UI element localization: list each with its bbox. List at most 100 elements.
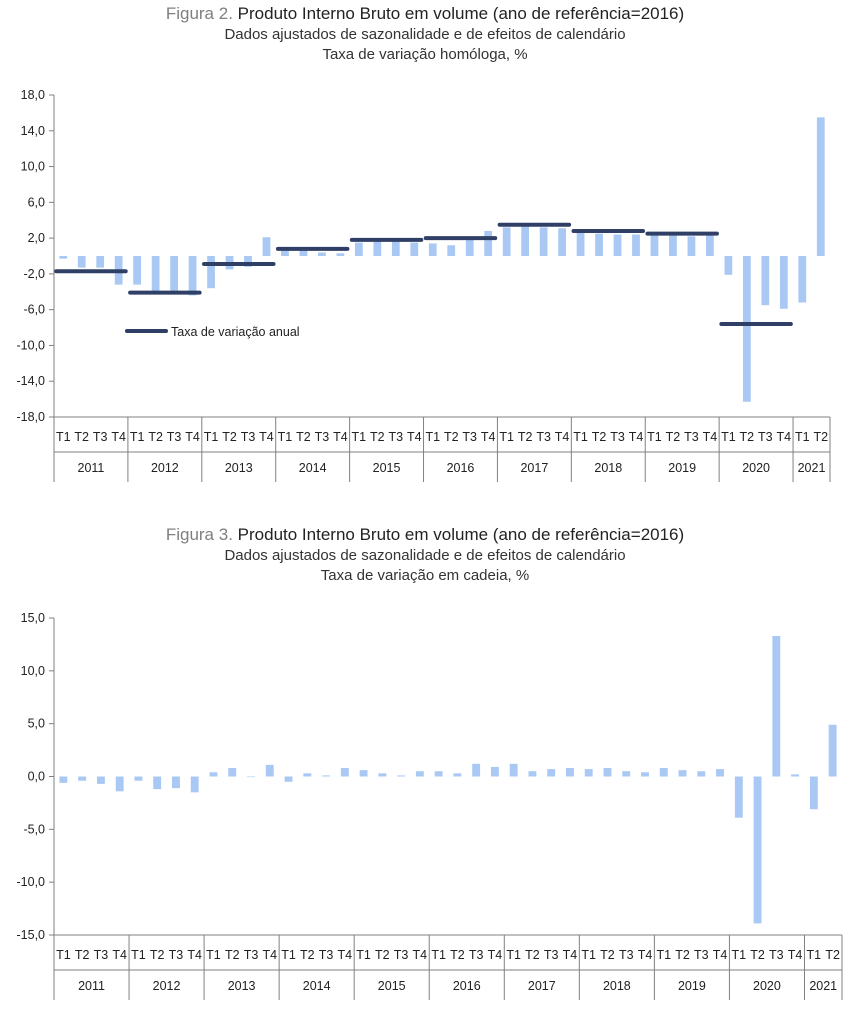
bar [539, 227, 548, 256]
y-tick-label: 6,0 [28, 195, 45, 209]
bar [678, 770, 687, 777]
figure-2-subtitle: Dados ajustados de sazonalidade e de efe… [224, 26, 626, 43]
bar [659, 768, 668, 777]
bar [262, 237, 271, 256]
year-label: 2016 [447, 461, 475, 475]
bar [828, 724, 837, 777]
quarter-label: T3 [244, 948, 259, 962]
quarter-label: T2 [600, 948, 615, 962]
bar [584, 769, 593, 777]
quarter-label: T1 [499, 430, 514, 444]
quarter-label: T1 [721, 430, 736, 444]
y-tick-label: 0,0 [28, 770, 45, 784]
bar [378, 773, 387, 777]
quarter-label: T2 [813, 430, 828, 444]
quarter-label: T4 [777, 430, 792, 444]
bar [410, 242, 419, 256]
quarter-label: T1 [204, 430, 219, 444]
bar [354, 242, 363, 256]
quarter-label: T1 [206, 948, 221, 962]
quarter-label: T2 [450, 948, 465, 962]
bar [697, 771, 706, 777]
figure-3-titles: Figura 3. Produto Interno Bruto em volum… [0, 524, 850, 586]
y-tick-label: 10,0 [21, 160, 45, 174]
y-tick-label: -10,0 [17, 875, 46, 889]
bar [798, 256, 807, 303]
figure-3-subtitle: Dados ajustados de sazonalidade e de efe… [224, 547, 626, 564]
legend-annual-label: Taxa de variação anual [171, 325, 300, 339]
quarter-label: T4 [112, 948, 127, 962]
quarter-label: T2 [375, 948, 390, 962]
quarter-label: T3 [758, 430, 773, 444]
y-tick-label: -18,0 [17, 410, 46, 424]
bar [153, 776, 162, 790]
quarter-label: T4 [262, 948, 277, 962]
quarter-label: T1 [732, 948, 747, 962]
year-label: 2018 [594, 461, 622, 475]
quarter-label: T2 [222, 430, 237, 444]
quarter-label: T4 [555, 430, 570, 444]
bar [115, 776, 124, 792]
year-label: 2013 [225, 461, 253, 475]
year-label: 2020 [753, 979, 781, 993]
quarter-label: T3 [684, 430, 699, 444]
year-label: 2011 [78, 461, 105, 475]
year-label: 2021 [798, 461, 826, 475]
bar [547, 769, 556, 777]
quarter-label: T4 [111, 430, 126, 444]
bar [434, 771, 443, 777]
quarter-label: T2 [150, 948, 165, 962]
quarter-label: T2 [525, 948, 540, 962]
quarter-label: T3 [93, 430, 108, 444]
quarter-label: T4 [638, 948, 653, 962]
quarter-label: T4 [481, 430, 496, 444]
quarter-label: T3 [389, 430, 404, 444]
quarter-label: T1 [356, 948, 371, 962]
quarter-label: T4 [413, 948, 428, 962]
year-label: 2014 [303, 979, 331, 993]
bar [397, 775, 406, 777]
bar [247, 776, 255, 778]
bar [716, 769, 724, 777]
quarter-label: T2 [370, 430, 385, 444]
bar [59, 256, 68, 259]
year-label: 2015 [373, 461, 401, 475]
quarter-label: T2 [740, 430, 755, 444]
quarter-label: T2 [444, 430, 459, 444]
quarter-label: T2 [225, 948, 240, 962]
quarter-label: T4 [788, 948, 803, 962]
quarter-label: T1 [278, 430, 293, 444]
bar [706, 235, 714, 256]
figure-2-title-main: Produto Interno Bruto em volume (ano de … [237, 4, 685, 23]
quarter-label: T4 [629, 430, 644, 444]
figure-2: Figura 2. Produto Interno Bruto em volum… [0, 0, 850, 500]
bar [96, 776, 105, 784]
y-tick-label: 14,0 [21, 124, 45, 138]
bar [299, 248, 308, 256]
quarter-label: T2 [296, 430, 311, 444]
quarter-label: T1 [656, 948, 671, 962]
quarter-label: T4 [563, 948, 578, 962]
bar [77, 256, 86, 268]
bar [228, 768, 237, 777]
bar [244, 256, 252, 267]
quarter-label: T2 [518, 430, 533, 444]
bar [453, 773, 462, 777]
quarter-label: T1 [581, 948, 596, 962]
bar [133, 256, 142, 285]
year-label: 2014 [299, 461, 327, 475]
figure-3-chart: 15,010,05,00,0-5,0-10,0-15,0T1 T2 T3 T42011… [17, 611, 843, 1000]
bar [595, 233, 603, 256]
quarter-label: T4 [185, 430, 200, 444]
year-label: 2013 [228, 979, 256, 993]
quarter-label: T1 [795, 430, 810, 444]
quarter-label: T1 [352, 430, 367, 444]
quarter-label: T3 [544, 948, 559, 962]
y-tick-label: 5,0 [28, 717, 45, 731]
figure-2-titles: Figura 2. Produto Interno Bruto em volum… [0, 3, 850, 65]
bar [528, 771, 537, 777]
quarter-label: T2 [750, 948, 765, 962]
quarter-label: T2 [74, 430, 89, 444]
quarter-label: T4 [333, 430, 348, 444]
year-label: 2021 [809, 979, 837, 993]
